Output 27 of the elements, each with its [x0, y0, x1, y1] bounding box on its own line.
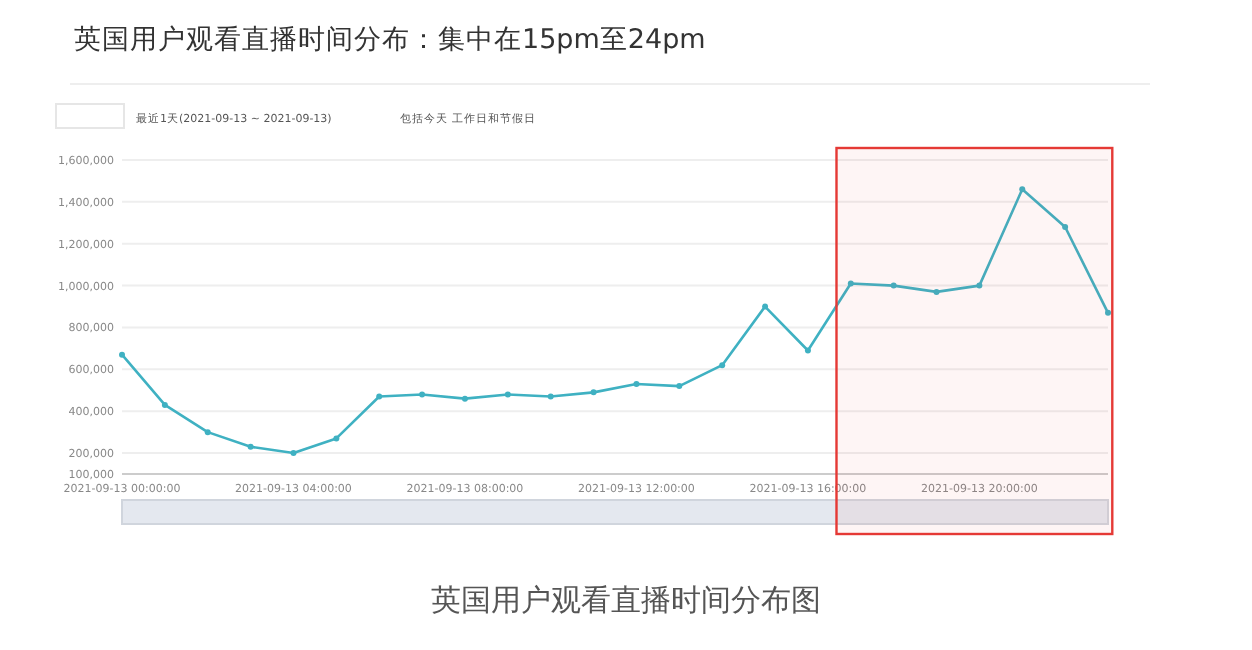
point — [890, 282, 897, 289]
point — [933, 288, 940, 295]
point — [290, 450, 297, 457]
point — [419, 391, 426, 398]
point — [376, 393, 383, 400]
point — [1019, 186, 1026, 193]
point — [1105, 309, 1111, 316]
point — [461, 395, 468, 402]
point — [847, 280, 854, 287]
point — [119, 351, 125, 358]
point — [504, 391, 511, 398]
point — [333, 435, 340, 442]
point — [719, 362, 726, 369]
point — [762, 303, 769, 310]
chart-title: 英国用户观看直播时间分布：集中在15pm至24pm — [74, 24, 706, 56]
text: 英国用户观看直播时间分布图 — [431, 582, 821, 618]
line-series — [119, 186, 1111, 457]
point — [590, 389, 597, 396]
point — [976, 282, 983, 289]
point — [633, 380, 640, 387]
point — [247, 443, 254, 450]
point — [161, 401, 168, 408]
point — [676, 383, 683, 390]
point — [204, 429, 211, 436]
point — [804, 347, 811, 354]
point — [547, 393, 554, 400]
point — [1062, 223, 1069, 230]
